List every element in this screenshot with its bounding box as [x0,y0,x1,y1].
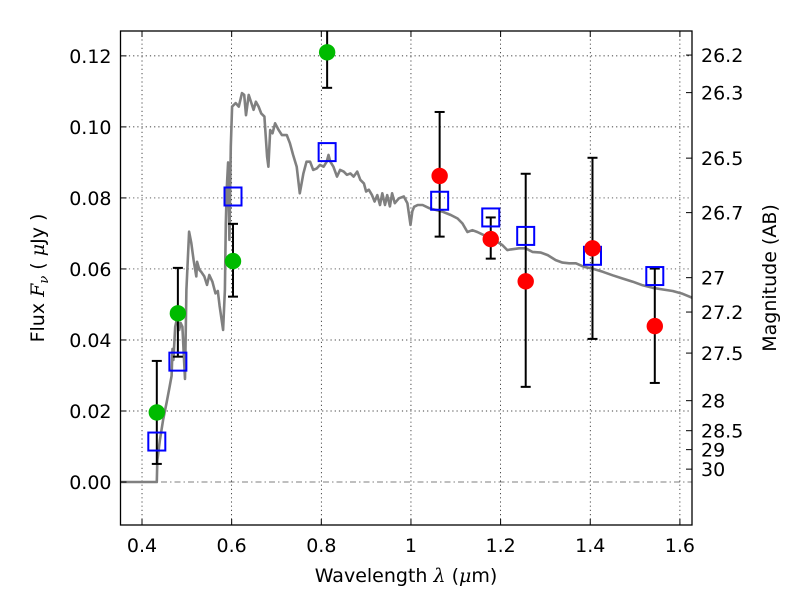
model-photometry-square [317,142,337,163]
right-tick-label: 27.2 [701,302,743,324]
model-photometry-square [645,266,665,287]
model-photometry-square [168,351,188,372]
right-tick-label: 26.2 [701,45,743,67]
optical-data-point [169,305,187,322]
right-tick-label: 28.5 [701,421,743,443]
y-tick-label: 0.02 [69,401,111,423]
nir-data-point [431,167,448,185]
x-tick-label: 1.4 [575,535,605,557]
x-tick-label: 1 [405,535,417,557]
y-tick-label: 0.08 [69,188,111,210]
optical-data-point [224,252,242,270]
right-tick-label: 27 [701,268,725,290]
x-axis-label: Wavelength λ (μm) [315,565,498,587]
right-tick-label: 28 [701,391,725,413]
optical-data-point [318,44,336,61]
optical-data-point [148,404,166,421]
y-tick-label: 0.06 [69,259,111,281]
nir-data-point [517,273,534,290]
x-tick-label: 0.6 [217,535,247,557]
sed-model-curve [120,91,692,484]
right-tick-label: 27.5 [701,343,743,365]
model-photometry-square [481,207,501,228]
axis-ticks: 0.4 0.6 0.8 1 1.2 1.4 1.6 0.00 0.02 0.04 0.06 0.08 0… [69,31,743,557]
plot-area [120,31,692,484]
right-tick-label: 26.3 [701,83,743,105]
x-tick-label: 1.2 [485,535,515,557]
model-photometry-square [223,186,243,207]
nir-data-point [646,317,663,335]
right-tick-label: 26.7 [701,203,743,225]
model-photometry-square [147,431,167,452]
model-photometry-square [430,190,450,211]
right-tick-label: 29 [701,440,725,462]
right-tick-label: 30 [701,459,725,481]
right-tick-label: 26.5 [701,148,743,170]
grid [120,31,692,525]
x-tick-label: 1.6 [665,535,695,557]
y-tick-label: 0.04 [69,330,111,352]
x-tick-label: 0.8 [306,535,336,557]
y-tick-label: 0.00 [69,472,111,494]
y-tick-label: 0.10 [69,117,111,139]
x-tick-label: 0.4 [127,535,157,557]
right-axis-label: Magnitude (AB) [759,204,781,352]
model-photometry-square [516,225,536,246]
y-tick-label: 0.12 [69,46,111,68]
nir-data-point [482,230,499,248]
y-axis-label: Flux Fν ( μJy ) [27,214,52,343]
nir-data-point [584,240,601,257]
plot-frame [119,30,693,526]
